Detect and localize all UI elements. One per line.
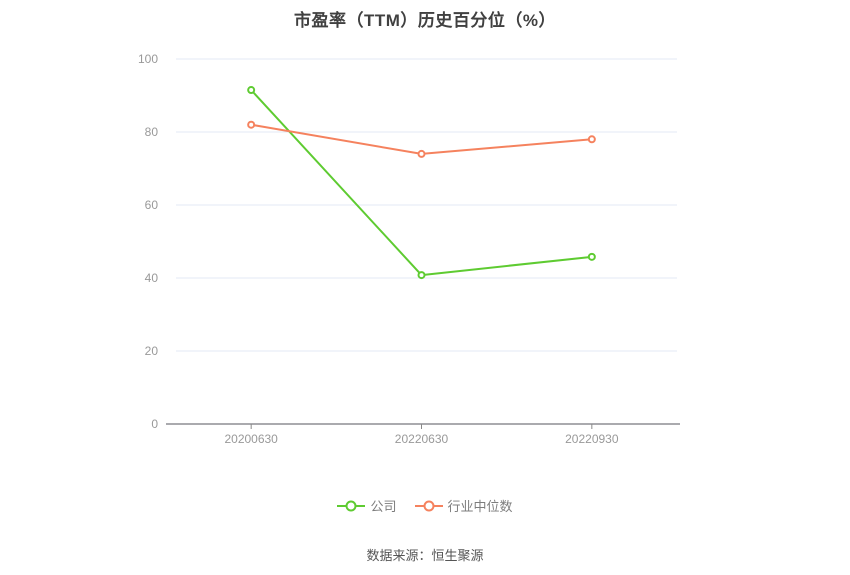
chart-title: 市盈率（TTM）历史百分位（%）	[293, 11, 557, 30]
data-point-marker	[587, 252, 596, 261]
x-tick-label: 20220630	[395, 432, 449, 446]
legend-label: 公司	[370, 499, 397, 514]
legend-line-circle-icon	[337, 500, 366, 511]
y-tick-label: 80	[145, 125, 159, 139]
data-point-marker	[247, 120, 256, 129]
y-tick-label: 40	[145, 271, 159, 285]
y-tick-label: 20	[145, 344, 159, 358]
legend-label: 行业中位数	[447, 499, 513, 514]
x-tick-label: 20200630	[224, 432, 278, 446]
legend-item-0[interactable]: 公司	[337, 496, 397, 515]
x-tick-label: 20220930	[565, 432, 619, 446]
data-source: 数据来源：恒生聚源	[366, 548, 484, 563]
y-tick-label: 0	[151, 417, 158, 431]
legend-item-1[interactable]: 行业中位数	[414, 496, 513, 515]
data-point-marker	[417, 271, 426, 280]
line-chart: 0 20 40 60 80 100 20200630 20220630 20220930	[138, 52, 680, 446]
y-tick-label: 100	[138, 52, 158, 66]
data-point-marker	[247, 86, 256, 95]
legend: 公司 行业中位数	[0, 496, 850, 515]
data-point-marker	[587, 135, 596, 144]
series-line-0	[250, 89, 593, 277]
y-tick-label: 60	[145, 198, 159, 212]
legend-line-circle-icon	[414, 500, 443, 511]
series-line-1	[250, 123, 593, 155]
data-point-marker	[417, 149, 426, 158]
